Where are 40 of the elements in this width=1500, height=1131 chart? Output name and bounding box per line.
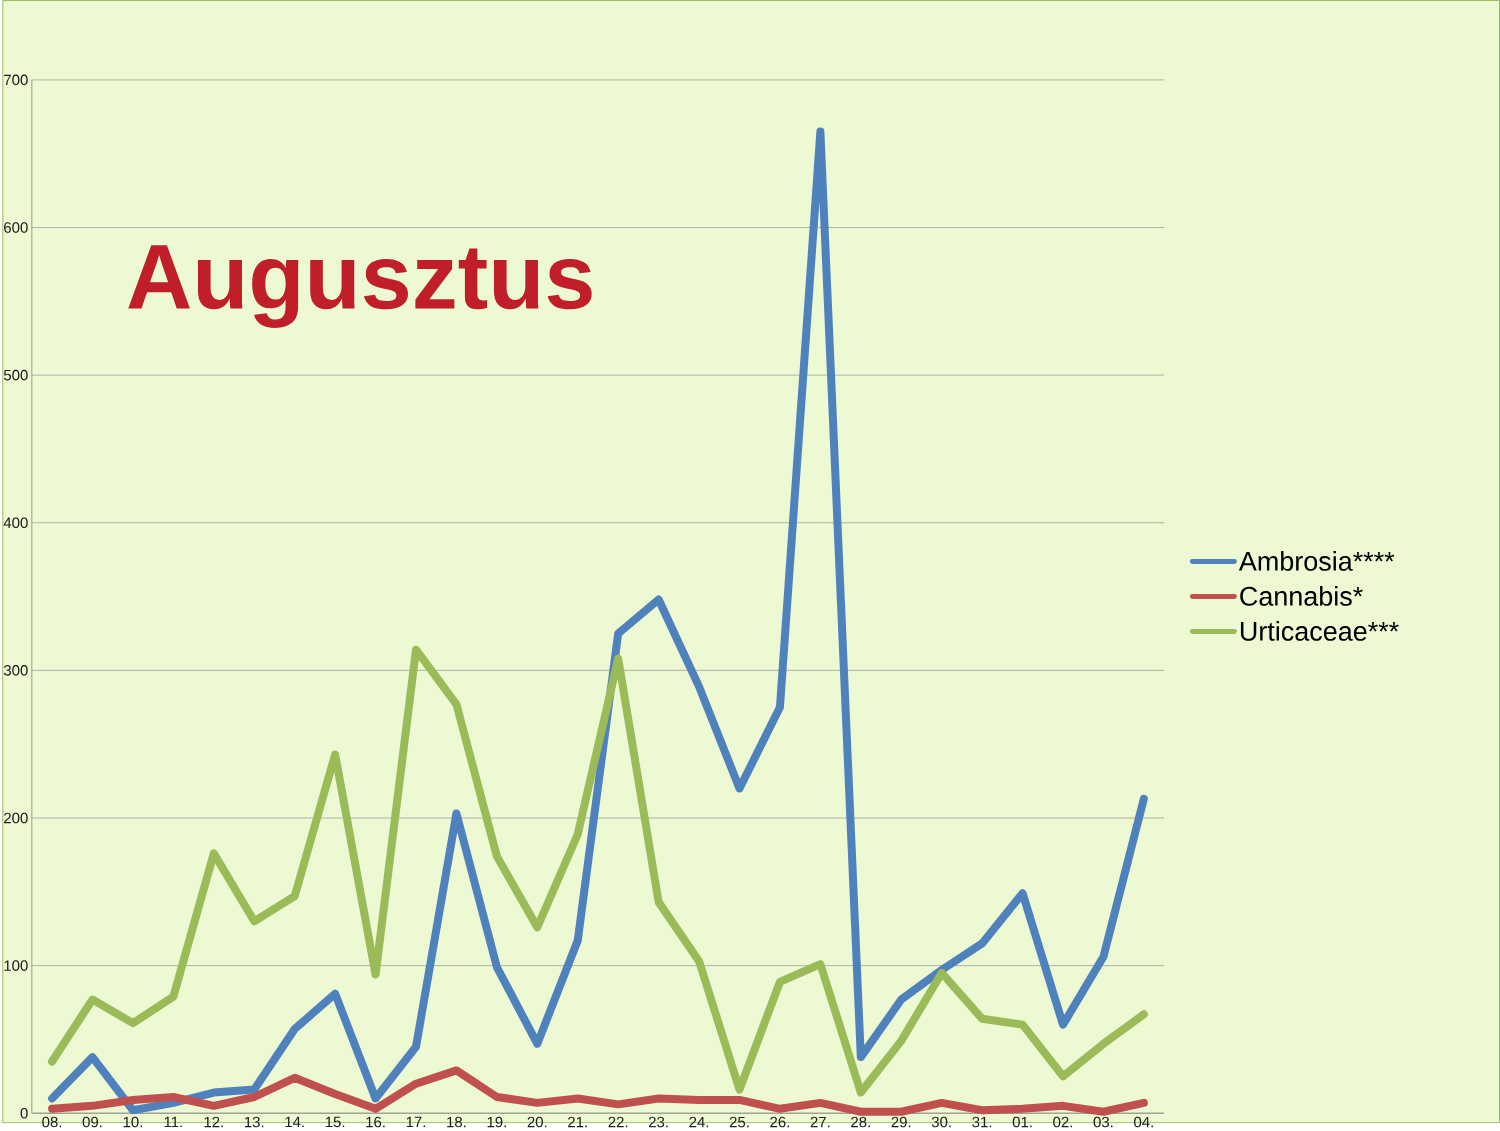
x-tick-label: 14. bbox=[285, 1116, 304, 1128]
x-tick-label: 08. bbox=[42, 1116, 62, 1128]
x-tick-label: 18. bbox=[447, 1116, 466, 1128]
x-tick-label: 17. bbox=[406, 1116, 426, 1128]
y-tick-label: 500 bbox=[3, 369, 28, 381]
text: Augusztus bbox=[128, 245, 592, 329]
x-tick-label: 25. bbox=[729, 1116, 749, 1128]
x-tick-label: 22. bbox=[608, 1116, 628, 1128]
x-tick-label: 12. bbox=[204, 1116, 223, 1128]
x-tick-label: 24. bbox=[689, 1116, 709, 1128]
x-tick-label: 31. bbox=[972, 1116, 992, 1128]
x-tick-label: 23. bbox=[648, 1116, 668, 1128]
y-tick-label: 200 bbox=[4, 812, 28, 824]
x-tick-label: 26. bbox=[770, 1116, 789, 1128]
x-tick-label: 09. bbox=[82, 1116, 102, 1128]
y-tick-label: 0 bbox=[20, 1108, 28, 1119]
y-tick-label: 300 bbox=[3, 665, 28, 676]
x-tick-label: 15. bbox=[325, 1116, 345, 1128]
x-tick-label: 21. bbox=[568, 1116, 587, 1128]
x-tick-label: 20. bbox=[527, 1116, 547, 1128]
x-tick-label: 30. bbox=[931, 1116, 951, 1128]
legend-label: Ambrosia**** bbox=[1238, 551, 1395, 571]
x-tick-label: 10. bbox=[123, 1116, 142, 1128]
y-tick-label: 700 bbox=[4, 74, 28, 86]
x-tick-label: 29. bbox=[891, 1116, 911, 1128]
x-tick-label: 04. bbox=[1134, 1116, 1153, 1128]
x-tick-label: 01. bbox=[1012, 1116, 1032, 1128]
y-tick-label: 400 bbox=[3, 517, 28, 529]
y-tick-label: 100 bbox=[4, 960, 28, 972]
x-tick-label: 19. bbox=[487, 1116, 506, 1128]
x-tick-label: 28. bbox=[851, 1116, 870, 1128]
x-tick-label: 16. bbox=[366, 1116, 385, 1128]
y-tick-label: 600 bbox=[4, 222, 28, 233]
x-tick-label: 11. bbox=[164, 1116, 182, 1128]
legend-label: Cannabis* bbox=[1240, 586, 1363, 606]
x-tick-label: 27. bbox=[810, 1116, 830, 1128]
x-tick-label: 03. bbox=[1093, 1116, 1113, 1128]
x-tick-label: 13. bbox=[244, 1116, 264, 1128]
x-tick-label: 02. bbox=[1053, 1116, 1073, 1128]
legend-label: Urticaceae*** bbox=[1240, 621, 1399, 642]
